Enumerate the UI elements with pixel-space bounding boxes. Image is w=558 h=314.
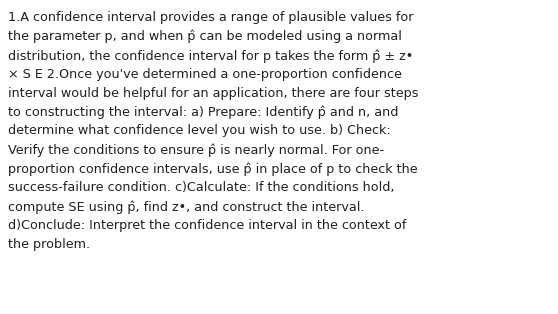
Text: 1.A confidence interval provides a range of plausible values for
the parameter p: 1.A confidence interval provides a range… [8,11,419,251]
